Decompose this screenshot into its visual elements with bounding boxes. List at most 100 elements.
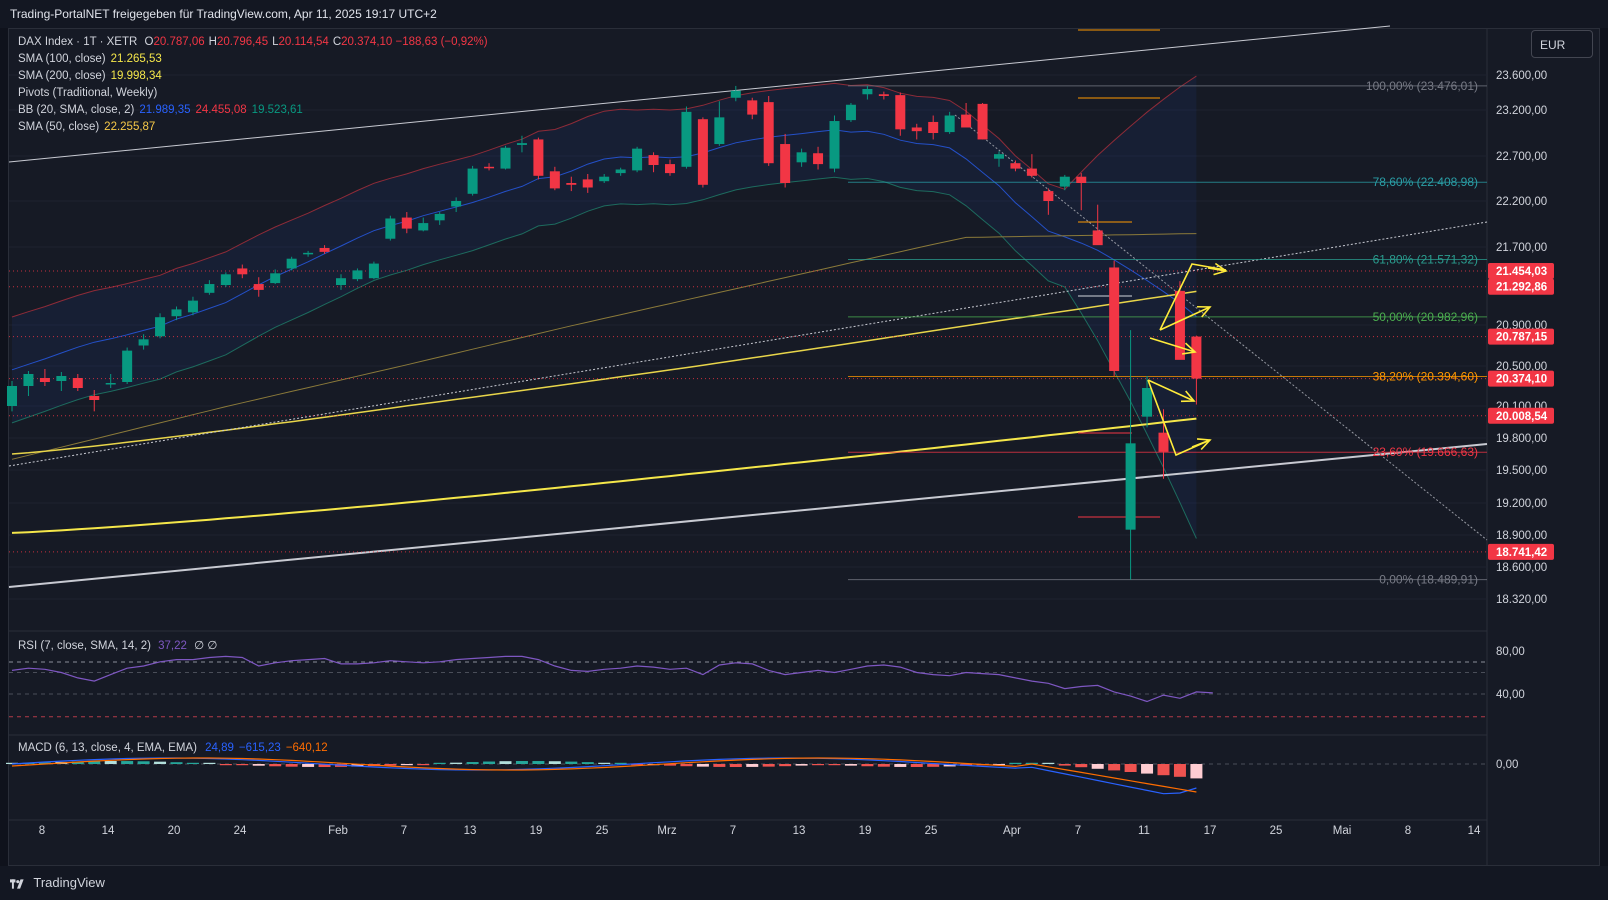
candle-body (1142, 388, 1153, 417)
currency-button[interactable]: EUR (1531, 30, 1593, 58)
macd-value: −615,23 (238, 742, 281, 754)
macd-histogram-bar (121, 761, 134, 764)
price-tick: 19.500,00 (1496, 465, 1547, 477)
candle-body (730, 90, 741, 98)
indicator-row[interactable]: SMA (50, close) 22.255,87 (18, 119, 488, 136)
indicator-row[interactable]: SMA (100, close) 21.265,53 (18, 51, 488, 68)
time-tick: 14 (102, 825, 115, 837)
macd-label: MACD (6, 13, close, 4, EMA, EMA) (18, 742, 197, 754)
indicator-row[interactable]: Pivots (Traditional, Weekly) (18, 85, 488, 102)
price-tick: 22.200,00 (1496, 196, 1547, 208)
macd-histogram-bar (844, 764, 857, 766)
indicator-label: BB (20, SMA, close, 2) (18, 104, 135, 116)
fib-level-label: 23,60% (19.666,63) (1373, 445, 1478, 459)
ohlc-values: O20.787,06 H20.796,45 L20.114,54 C20.374,10 (141, 36, 393, 48)
header-text: Trading-PortalNET freigegeben für Tradin… (10, 7, 437, 21)
macd-histogram-bar (269, 764, 282, 767)
projection-arrow (1159, 306, 1211, 331)
candle-body (270, 273, 281, 284)
candle-body (72, 378, 83, 388)
candle-body (796, 152, 807, 163)
bb-band-fill (12, 76, 1197, 539)
rsi-legend[interactable]: RSI (7, close, SMA, 14, 2) 37,22 ∅ ∅ (18, 638, 217, 652)
macd-histogram-bar (351, 764, 364, 767)
macd-legend[interactable]: MACD (6, 13, close, 4, EMA, EMA) 24,89 −6… (18, 742, 328, 754)
indicator-label: Pivots (Traditional, Weekly) (18, 87, 158, 99)
macd-histogram-bar (466, 762, 479, 764)
indicator-list: SMA (100, close) 21.265,53 SMA (200, close… (18, 51, 488, 136)
macd-histogram-bar (812, 764, 825, 766)
candle-body (89, 396, 100, 400)
projection-arrow-head (1196, 305, 1212, 318)
price-tick: 21.700,00 (1496, 242, 1547, 254)
macd-histogram-bar (1157, 764, 1170, 776)
rsi-value: 37,22 (158, 640, 187, 652)
candle-body (467, 168, 478, 194)
candle-body (994, 154, 1004, 159)
indicator-row[interactable]: SMA (200, close) 19.998,34 (18, 68, 488, 85)
indicator-value: 22.255,87 (104, 121, 156, 133)
candle-body (977, 103, 988, 140)
candle-body (418, 223, 429, 231)
fib-level-label: 61,80% (21.571,32) (1373, 253, 1478, 267)
candle-body (385, 218, 396, 239)
chart-area[interactable] (8, 28, 1600, 866)
price-tick: 19.200,00 (1496, 498, 1547, 510)
projection-arrow (1149, 337, 1196, 353)
candle-body (171, 309, 182, 317)
candle-body (122, 350, 133, 382)
fib-level-label: 38,20% (20.394,60) (1373, 370, 1478, 384)
indicator-label: SMA (50, close) (18, 121, 100, 133)
indicator-row[interactable]: BB (20, SMA, close, 2) 21.989,35 24.455,08… (18, 102, 488, 119)
time-tick: 13 (464, 825, 477, 837)
candle-body (451, 201, 462, 207)
candle-body (286, 258, 297, 269)
candle-body (928, 121, 939, 133)
footer-brand: TradingView (33, 875, 105, 890)
macd-histogram-bar (565, 761, 578, 764)
projection-arrow (1207, 267, 1227, 272)
macd-histogram-bar (1075, 764, 1088, 768)
upper-trend-line (8, 25, 1391, 163)
symbol-row[interactable]: DAX Index · 1T · XETR O20.787,06 H20.796,… (18, 34, 488, 51)
macd-histogram-bar (483, 761, 496, 764)
fib-level-label: 78,60% (22.408,98) (1373, 175, 1478, 189)
candle-body (204, 284, 215, 293)
price-tick: 22.700,00 (1496, 151, 1547, 163)
macd-histogram-bar (993, 764, 1005, 766)
macd-histogram-bar (450, 762, 463, 764)
projection-arrow-head (1180, 390, 1196, 403)
macd-value: 24,89 (205, 742, 234, 754)
candle-body (253, 284, 264, 290)
macd-histogram-bar (219, 764, 232, 766)
macd-histogram-bar (1190, 764, 1203, 779)
indicator-label: SMA (100, close) (18, 53, 106, 65)
fib-level-label: 50,00% (20.982,96) (1373, 310, 1478, 324)
macd-histogram-bar (1009, 762, 1022, 764)
price-tag-bg (1488, 328, 1554, 345)
time-tick: Apr (1003, 825, 1021, 837)
macd-histogram-bar (581, 762, 594, 764)
price-tag-bg (1488, 543, 1554, 560)
header-bar: Trading-PortalNET freigegeben für Tradin… (0, 0, 1608, 28)
ohlc-value: 20.787,06 (153, 36, 205, 48)
candle-body (39, 378, 50, 382)
indicator-value: 19.523,61 (251, 104, 303, 116)
time-tick: 17 (1204, 825, 1217, 837)
macd-histogram-bar (71, 761, 84, 764)
time-tick: 19 (530, 825, 543, 837)
macd-histogram-bar (1108, 764, 1121, 771)
candle-body (1125, 443, 1136, 530)
projection-arrow-head (1213, 262, 1228, 276)
macd-histogram-bar (943, 764, 956, 767)
macd-histogram-bar (236, 764, 249, 766)
time-tick: 13 (793, 825, 806, 837)
candle-body (599, 176, 610, 182)
macd-signal-line (11, 757, 1197, 793)
price-tag-label: 20.008,54 (1496, 411, 1548, 423)
rsi-extra: ∅ ∅ (194, 640, 218, 652)
candle-body (582, 179, 593, 188)
candle-body (7, 386, 17, 406)
footer-bar: TradingView (0, 866, 1608, 900)
